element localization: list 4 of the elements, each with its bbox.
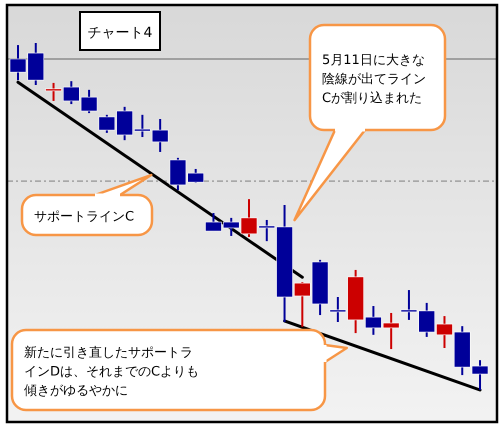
annotation: サポートラインC [34,210,134,224]
chart-title: チャート4 [88,25,153,41]
annotation: 新たに引き直したサポートラインDは、それまでのCよりも傾きがゆるやかに [24,346,200,398]
annotation: 5月11日に大きな陰線が出てラインCが割り込まれた [322,53,426,106]
